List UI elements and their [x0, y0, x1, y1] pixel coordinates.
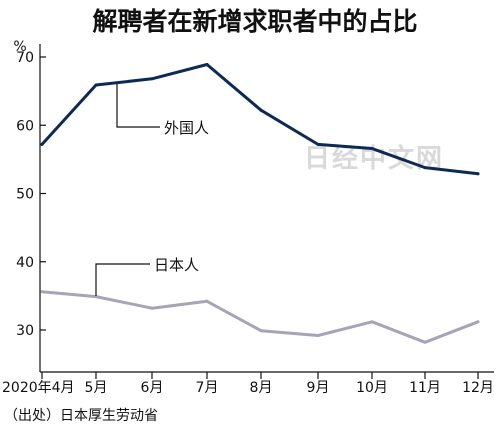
- x-tick-label: 10月: [356, 380, 388, 396]
- data-point: [316, 142, 320, 146]
- data-point: [476, 320, 480, 324]
- y-tick-label: 60: [16, 118, 34, 134]
- y-tick-label: 50: [16, 187, 34, 203]
- x-tick-label: 11月: [409, 380, 441, 396]
- x-ticks: 2020年4月 5月 6月 7月 8月 9月 10月 11月 12月: [2, 372, 494, 396]
- series-label-japanese-leader: [95, 263, 150, 296]
- y-axis-unit-label: %: [13, 39, 26, 55]
- series-line-1: [40, 290, 480, 344]
- data-point: [370, 147, 374, 150]
- data-point: [94, 83, 98, 87]
- series-label-foreign-leader: [116, 84, 160, 128]
- x-tick-label: 5月: [85, 380, 108, 396]
- data-point: [259, 329, 263, 333]
- y-tick-label: 40: [16, 255, 34, 271]
- series-label-japanese: 日本人: [95, 256, 199, 296]
- y-tick-label: 30: [16, 323, 34, 339]
- x-tick-label: 2020年4月: [2, 380, 75, 396]
- data-point: [40, 142, 44, 146]
- data-point: [40, 290, 44, 294]
- x-tick-label: 7月: [196, 380, 219, 396]
- source-note: （出处）日本厚生劳动省: [4, 408, 158, 424]
- data-point: [423, 340, 427, 344]
- chart-title: 解聘者在新增求职者中的占比: [92, 7, 417, 36]
- series-label-foreign: 外国人: [116, 84, 209, 137]
- data-point: [259, 108, 263, 112]
- x-tick-label: 6月: [141, 380, 164, 396]
- y-tick-label: 70: [16, 50, 34, 66]
- data-point: [205, 63, 209, 66]
- data-point: [370, 320, 374, 324]
- x-tick-label: 12月: [462, 380, 494, 396]
- x-tick-label: 8月: [250, 380, 273, 396]
- y-ticks: 30 40 50 60 70: [16, 50, 46, 339]
- data-point: [205, 299, 209, 303]
- data-point: [94, 295, 98, 299]
- series-label-foreign-text: 外国人: [164, 119, 209, 137]
- data-point: [150, 306, 154, 310]
- series-label-japanese-text: 日本人: [154, 256, 199, 274]
- axes: [39, 44, 494, 373]
- data-point: [476, 172, 480, 176]
- data-point: [316, 334, 320, 337]
- series-lines: [40, 63, 480, 344]
- data-point: [150, 77, 154, 81]
- x-tick-label: 9月: [307, 380, 330, 396]
- data-point: [423, 166, 427, 170]
